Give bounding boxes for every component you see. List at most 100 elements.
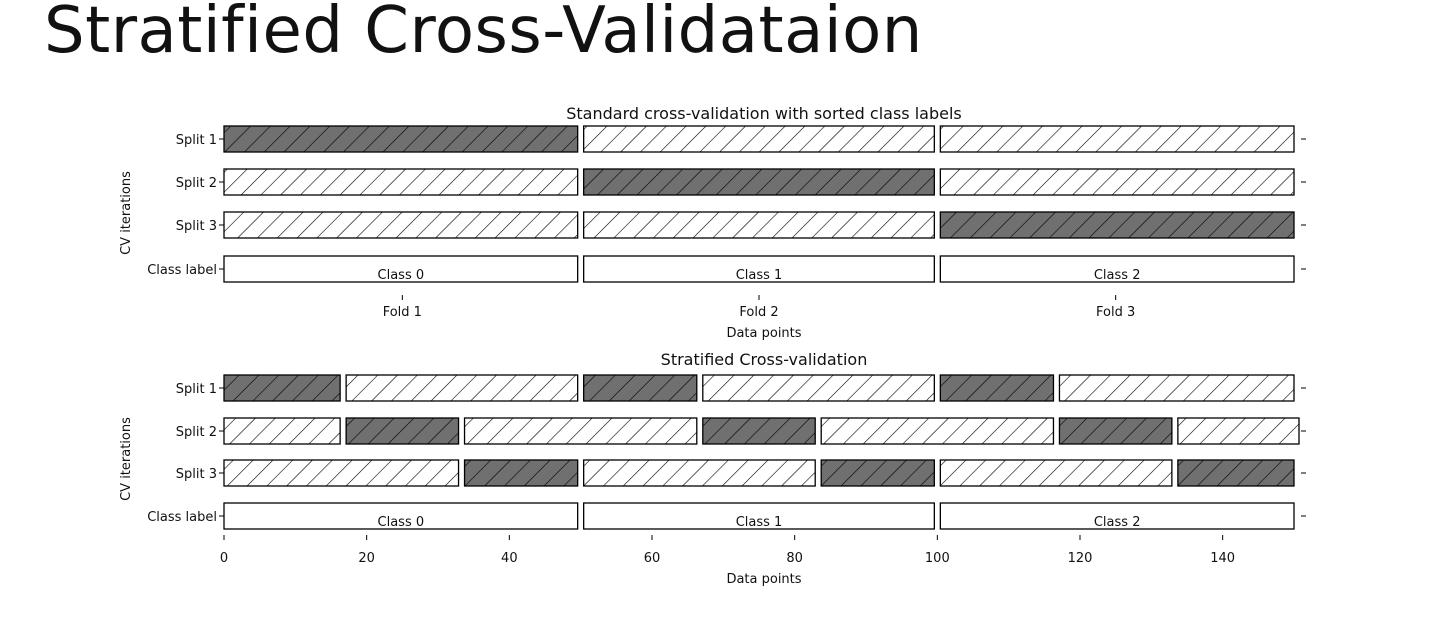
row-label: Class label <box>147 263 217 278</box>
x-tick-label: 100 <box>925 551 950 566</box>
test-fold-bar <box>939 374 1055 402</box>
bar-fill <box>940 503 1294 529</box>
bar-hatch <box>346 418 459 444</box>
x-tick-label: 20 <box>358 551 375 566</box>
train-fold-bar <box>223 459 460 487</box>
bar-hatch <box>940 375 1054 401</box>
bar-outline <box>345 417 460 445</box>
row-split-3: Split 3 <box>176 459 1306 487</box>
bar-fill <box>224 256 578 282</box>
row-label: Split 3 <box>176 467 217 482</box>
row-split-2: Split 2 <box>176 168 1306 196</box>
row-split-1: Split 1 <box>176 374 1306 402</box>
bar-outline <box>939 255 1295 283</box>
x-tick-label: 40 <box>501 551 518 566</box>
bar-hatch <box>940 169 1294 195</box>
bar-hatch <box>1059 418 1172 444</box>
train-fold-bar <box>820 417 1055 445</box>
chart-title: Stratified Cross-validation <box>661 350 868 369</box>
test-fold-bar <box>223 374 341 402</box>
class-label-bar: Class 1 <box>583 502 935 530</box>
train-fold-bar <box>583 459 816 487</box>
class-label-bar: Class 0 <box>223 255 579 283</box>
bar-outline <box>583 168 935 196</box>
bar-outline <box>223 125 579 153</box>
train-fold-bar <box>939 125 1295 153</box>
class-label-text: Class 1 <box>736 515 783 530</box>
bar-outline <box>223 255 579 283</box>
bar-outline <box>223 374 341 402</box>
test-fold-bar <box>1058 417 1173 445</box>
bar-hatch <box>224 169 578 195</box>
bar-hatch <box>224 460 459 486</box>
train-fold-bar <box>223 417 341 445</box>
test-fold-bar <box>820 459 935 487</box>
bar-outline <box>1058 417 1173 445</box>
bar-fill <box>583 256 935 282</box>
bar-hatch <box>583 126 935 152</box>
bar-outline <box>223 417 341 445</box>
x-tick-label: Fold 3 <box>1096 305 1135 320</box>
row-label: Split 1 <box>176 382 217 397</box>
x-tick-label: 60 <box>644 551 661 566</box>
bar-outline <box>1058 374 1295 402</box>
bar-hatch <box>583 375 697 401</box>
class-label-bar: Class 2 <box>939 255 1295 283</box>
bar-outline <box>939 502 1295 530</box>
slide-title: Stratified Cross-Validataion <box>44 0 923 68</box>
bar-outline <box>583 255 935 283</box>
bar-outline <box>939 459 1173 487</box>
bar-hatch <box>224 375 341 401</box>
class-label-text: Class 0 <box>378 515 425 530</box>
class-label-text: Class 2 <box>1094 268 1141 283</box>
bar-outline <box>939 374 1055 402</box>
test-fold-bar <box>345 417 460 445</box>
bar-outline <box>583 211 935 239</box>
bar-fill <box>224 503 578 529</box>
bar-hatch <box>583 460 816 486</box>
chart-title: Standard cross-validation with sorted cl… <box>566 104 962 123</box>
train-fold-bar <box>939 459 1173 487</box>
bar-outline <box>1177 417 1300 445</box>
bar-hatch <box>464 418 697 444</box>
test-fold-bar <box>1177 459 1295 487</box>
bar-hatch <box>1177 418 1299 444</box>
row-class-label: Class label Class 0 Class 1 Class 2 <box>147 502 1306 530</box>
bar-outline <box>223 459 460 487</box>
row-label: Split 3 <box>176 219 217 234</box>
bar-outline <box>583 374 698 402</box>
class-label-bar: Class 0 <box>223 502 579 530</box>
bar-hatch <box>940 460 1172 486</box>
test-fold-bar <box>583 168 935 196</box>
row-split-2: Split 2 <box>176 417 1306 445</box>
test-fold-bar <box>702 417 816 445</box>
bar-hatch <box>940 212 1294 238</box>
bar-hatch <box>702 418 816 444</box>
bar-outline <box>463 459 579 487</box>
bar-outline <box>702 417 816 445</box>
bar-outline <box>820 417 1055 445</box>
bar-outline <box>583 502 935 530</box>
bar-hatch <box>1177 460 1294 486</box>
x-tick-label: 120 <box>1068 551 1093 566</box>
train-fold-bar <box>1058 374 1295 402</box>
bar-outline <box>939 211 1295 239</box>
y-axis-label: CV iterations <box>119 417 134 501</box>
bar-outline <box>223 211 579 239</box>
train-fold-bar <box>345 374 579 402</box>
test-fold-bar <box>939 211 1295 239</box>
y-axis-label: CV iterations <box>119 171 134 255</box>
test-fold-bar <box>223 125 579 153</box>
train-fold-bar <box>223 211 579 239</box>
bar-outline <box>939 125 1295 153</box>
test-fold-bar <box>583 374 698 402</box>
class-label-text: Class 0 <box>378 268 425 283</box>
train-fold-bar <box>223 168 579 196</box>
x-axis-label: Data points <box>726 326 801 341</box>
bar-outline <box>583 125 935 153</box>
bar-hatch <box>702 375 935 401</box>
bar-hatch <box>583 212 935 238</box>
row-split-1: Split 1 <box>176 125 1306 153</box>
bar-hatch <box>224 126 578 152</box>
